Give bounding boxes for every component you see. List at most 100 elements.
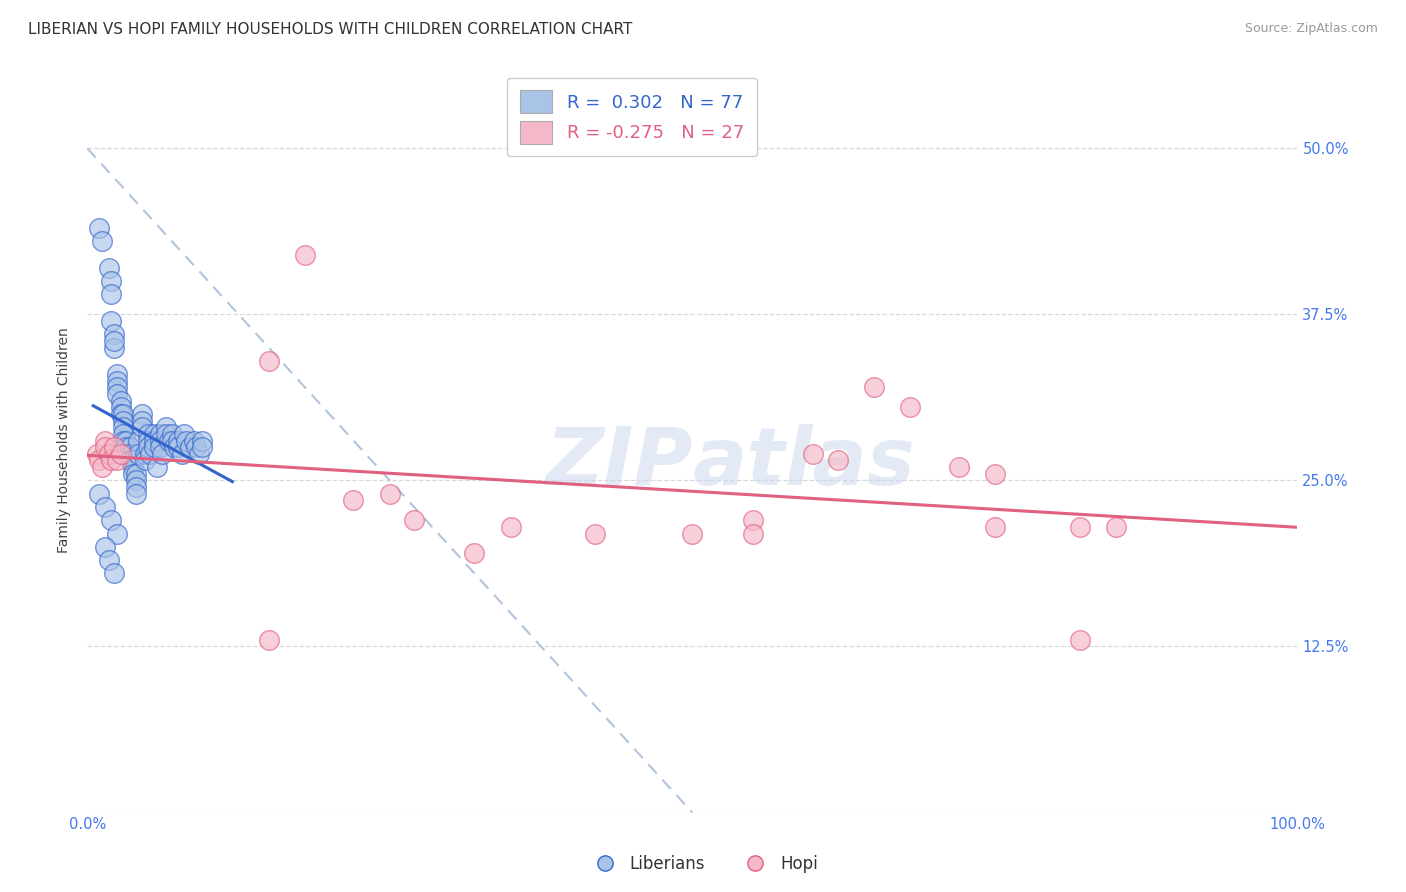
Point (984, 467, 1007, 481)
Point (107, 526, 129, 541)
Point (112, 420, 135, 434)
Point (100, 314, 122, 328)
Point (167, 434, 190, 448)
Point (103, 334, 125, 348)
Point (801, 447, 824, 461)
Point (741, 526, 763, 541)
Point (184, 440, 207, 454)
Point (827, 453, 849, 467)
Point (142, 426, 165, 441)
Point (115, 440, 138, 454)
Point (136, 440, 159, 454)
Point (342, 493, 364, 508)
Point (110, 401, 132, 415)
Point (898, 401, 921, 415)
Point (191, 440, 214, 454)
Point (131, 407, 153, 421)
Point (122, 467, 145, 481)
Point (124, 480, 146, 494)
Point (115, 434, 138, 448)
Legend: R =  0.302   N = 77, R = -0.275   N = 27: R = 0.302 N = 77, R = -0.275 N = 27 (508, 78, 756, 156)
Point (170, 447, 193, 461)
Point (136, 426, 159, 441)
Point (107, 367, 129, 381)
Point (136, 434, 159, 448)
Point (94, 540, 117, 554)
Point (402, 513, 425, 527)
Point (863, 380, 886, 394)
Point (257, 353, 280, 368)
Point (94, 500, 117, 514)
Point (124, 474, 146, 488)
Point (142, 440, 165, 454)
Point (134, 453, 156, 467)
Point (160, 434, 183, 448)
Point (187, 447, 209, 461)
Point (681, 526, 703, 541)
Point (118, 440, 141, 454)
Point (131, 414, 153, 428)
Point (103, 341, 125, 355)
Point (139, 447, 162, 461)
Point (94, 434, 117, 448)
Point (191, 434, 214, 448)
Point (89, 221, 111, 235)
Point (86, 447, 108, 461)
Text: atlas: atlas (692, 424, 915, 502)
Point (159, 434, 181, 448)
Point (149, 434, 172, 448)
Point (160, 426, 183, 441)
Point (103, 440, 125, 454)
Point (112, 414, 135, 428)
Point (173, 426, 195, 441)
Point (984, 520, 1007, 534)
Point (1069, 632, 1091, 647)
Point (146, 460, 169, 475)
Point (100, 287, 122, 301)
Point (112, 434, 135, 448)
Legend: Liberians, Hopi: Liberians, Hopi (581, 848, 825, 880)
Point (110, 393, 132, 408)
Text: LIBERIAN VS HOPI FAMILY HOUSEHOLDS WITH CHILDREN CORRELATION CHART: LIBERIAN VS HOPI FAMILY HOUSEHOLDS WITH … (28, 22, 633, 37)
Point (1069, 520, 1091, 534)
Point (115, 447, 138, 461)
Point (107, 380, 129, 394)
Point (94, 440, 117, 454)
Point (90, 460, 112, 475)
Point (103, 566, 125, 581)
Point (124, 486, 146, 500)
Point (90, 234, 112, 248)
Point (142, 434, 165, 448)
Point (100, 513, 122, 527)
Point (103, 327, 125, 342)
Point (150, 447, 173, 461)
Point (110, 447, 132, 461)
Text: ZIP: ZIP (546, 424, 692, 502)
Point (127, 434, 149, 448)
Point (948, 460, 970, 475)
Point (97, 447, 120, 461)
Point (155, 420, 177, 434)
Point (122, 460, 145, 475)
Point (149, 426, 172, 441)
Point (107, 374, 129, 388)
Point (112, 426, 135, 441)
Point (179, 440, 201, 454)
Point (100, 453, 122, 467)
Point (122, 453, 145, 467)
Point (585, 526, 607, 541)
Point (100, 274, 122, 288)
Point (499, 520, 522, 534)
Point (97, 260, 120, 275)
Point (163, 440, 186, 454)
Point (463, 546, 485, 560)
Point (89, 486, 111, 500)
Point (149, 440, 172, 454)
Point (741, 513, 763, 527)
Point (257, 632, 280, 647)
Text: Source: ZipAtlas.com: Source: ZipAtlas.com (1244, 22, 1378, 36)
Point (107, 453, 129, 467)
Point (134, 447, 156, 461)
Point (112, 407, 135, 421)
Point (131, 420, 153, 434)
